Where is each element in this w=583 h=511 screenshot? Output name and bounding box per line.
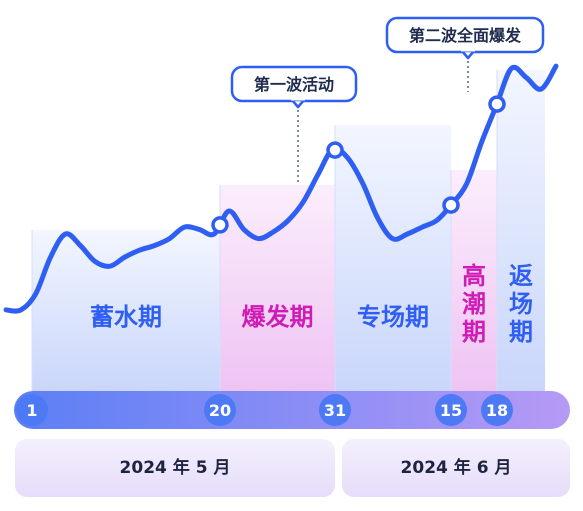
phase-label: 高潮期 <box>462 262 486 346</box>
day-tick-label: 18 <box>486 401 508 420</box>
trend-line <box>3 63 559 314</box>
peak-markers <box>211 95 506 234</box>
phase-label: 爆发期 <box>242 303 314 331</box>
day-tick-label: 31 <box>324 401 346 420</box>
day-tick-circle <box>319 394 351 426</box>
callout-pointer <box>460 49 476 60</box>
month-bar <box>342 439 570 497</box>
day-tick-circle <box>16 394 48 426</box>
month-label: 2024 年 6 月 <box>401 457 512 478</box>
day-tick-circle <box>435 394 467 426</box>
month-bars: 2024 年 5 月 2024 年 6 月 <box>15 439 570 497</box>
day-tick-circle <box>204 394 236 426</box>
phase-label: 返场期 <box>509 262 533 346</box>
phase-band <box>497 70 545 392</box>
callout-pointer <box>290 98 306 109</box>
day-tick-label: 15 <box>440 401 462 420</box>
month-bar <box>15 439 335 497</box>
peak-marker <box>326 141 344 159</box>
callouts: 第一波活动 第二波全面爆发 <box>230 16 545 109</box>
day-ticks: 1 20 31 15 18 <box>16 394 513 426</box>
phase-label: 蓄水期 <box>90 303 162 331</box>
callout-text: 第一波活动 <box>254 75 334 94</box>
day-tick-label: 20 <box>209 401 231 420</box>
month-label: 2024 年 5 月 <box>120 457 231 478</box>
phase-bands <box>31 70 545 392</box>
phase-label: 专场期 <box>357 303 429 331</box>
peak-marker <box>211 216 229 234</box>
timeline-bar <box>14 391 570 429</box>
day-tick-label: 1 <box>26 401 37 420</box>
peak-marker <box>488 95 506 113</box>
callout-leaders <box>297 56 469 185</box>
peak-marker <box>442 196 460 214</box>
callout-text: 第二波全面爆发 <box>409 26 522 45</box>
day-tick-circle <box>481 394 513 426</box>
